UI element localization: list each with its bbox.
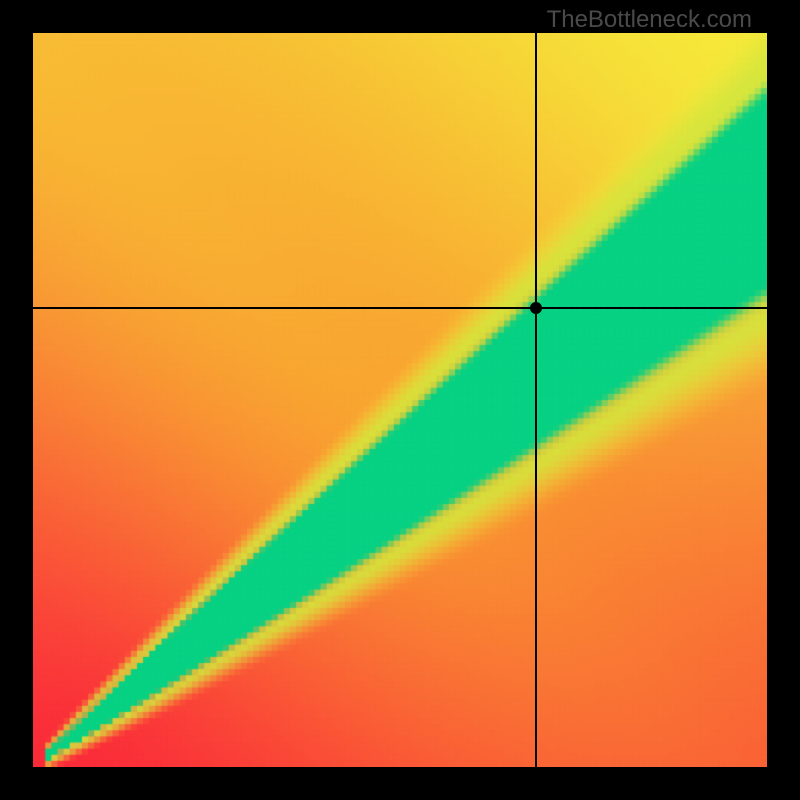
crosshair-horizontal <box>33 307 767 309</box>
heatmap-canvas <box>33 33 767 767</box>
crosshair-vertical <box>535 33 537 767</box>
heatmap-plot <box>33 33 767 767</box>
crosshair-marker <box>530 302 542 314</box>
watermark-text: TheBottleneck.com <box>547 6 752 34</box>
